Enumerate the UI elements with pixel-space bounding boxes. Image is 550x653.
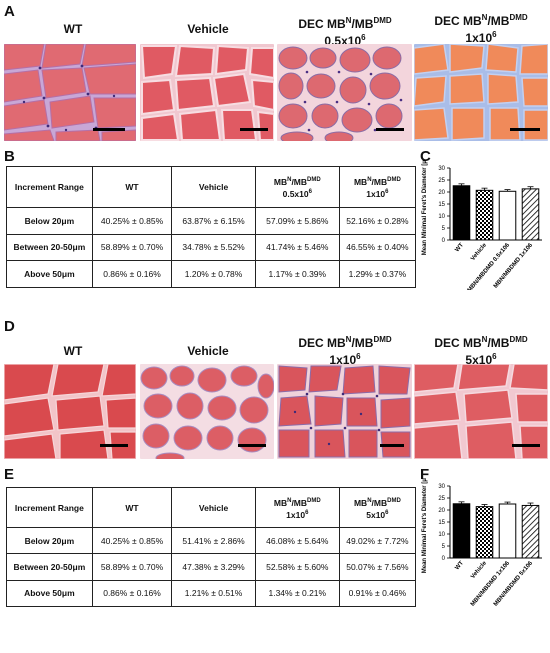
column-title-vehicle: Vehicle <box>187 344 229 358</box>
y-tick-label: 20 <box>438 508 445 514</box>
table-header: MBN/MBDMD 1x106 <box>254 487 340 528</box>
y-tick-label: 10 <box>438 214 445 220</box>
table-row: Below 20μm 40.25% ± 0.85% 51.41% ± 2.86%… <box>6 526 417 555</box>
y-tick-label: 25 <box>438 496 445 502</box>
table-row: Above 50μm 0.86% ± 0.16% 1.21% ± 0.51% 1… <box>6 579 417 608</box>
table-header: MBN/MBDMD 1x106 <box>338 166 417 208</box>
fiber-size-table-b: Increment Range WT Vehicle MBN/MBDMD 0.5… <box>6 166 417 288</box>
x-tick-label: WT <box>454 242 465 253</box>
y-axis-label: Mean Minimal Feret's Diameter [μm] <box>422 478 428 573</box>
table-header: MBN/MBDMD 0.5x106 <box>254 166 340 208</box>
micrograph-dec-1 <box>414 44 548 141</box>
y-tick-label: 15 <box>438 520 445 526</box>
column-title-dec-1: DEC MBN/MBDMD 1x106 <box>434 13 528 45</box>
table-row: Below 20μm 40.25% ± 0.85% 63.87% ± 6.15%… <box>6 207 417 235</box>
micrograph-dec-1 <box>277 364 412 459</box>
y-tick-label: 10 <box>438 532 445 538</box>
bar-chart-f: Mean Minimal Feret's Diameter [μm] 0 5 10 15… <box>422 478 542 608</box>
bar <box>452 185 471 241</box>
table-header: MBN/MBDMD 5x106 <box>338 487 417 528</box>
micrograph-wt <box>4 364 136 459</box>
micrograph-dec-5 <box>414 364 548 459</box>
table-header: WT <box>91 487 173 528</box>
table-header: Vehicle <box>171 487 256 528</box>
scale-bar <box>238 444 266 447</box>
table-row: Above 50μm 0.86% ± 0.16% 1.20% ± 0.78% 1… <box>6 260 417 288</box>
column-title-wt: WT <box>63 344 83 358</box>
bar <box>475 189 494 241</box>
x-tick-label: Vehicle <box>470 242 488 262</box>
bar <box>521 504 540 559</box>
y-tick-label: 0 <box>442 238 446 244</box>
fiber-size-table-e: Increment Range WT Vehicle MBN/MBDMD 1x1… <box>6 487 417 608</box>
table-row: Between 20-50μm 58.89% ± 0.70% 34.78% ± … <box>6 233 417 262</box>
y-tick-label: 15 <box>438 202 445 208</box>
scale-bar <box>380 444 404 447</box>
micrograph-vehicle <box>140 44 274 141</box>
panel-label-f: F <box>420 466 430 483</box>
micrograph-dec-05 <box>277 44 412 141</box>
column-title-vehicle: Vehicle <box>187 22 229 36</box>
panel-label-e: E <box>4 466 15 483</box>
table-header: WT <box>91 166 173 208</box>
y-tick-label: 25 <box>438 178 445 184</box>
bar <box>498 503 517 559</box>
bar-chart-c: Mean Minimal Feret's Diameter [μm] 0 5 10 15… <box>422 160 542 290</box>
column-title-wt: WT <box>63 22 83 36</box>
bar <box>498 190 517 241</box>
column-title-dec-1: DEC MBN/MBDMD 1x106 <box>298 335 392 367</box>
table-row: Between 20-50μm 58.89% ± 0.70% 47.38% ± … <box>6 553 417 581</box>
table-header: Increment Range <box>6 487 93 528</box>
x-tick-label: Vehicle <box>470 560 488 580</box>
scale-bar <box>510 128 540 131</box>
y-tick-label: 30 <box>438 484 445 490</box>
panel-label-b: B <box>4 148 15 165</box>
scale-bar <box>376 128 404 131</box>
panel-label-a: A <box>4 3 15 20</box>
bar <box>521 188 540 241</box>
column-title-dec-05: DEC MBN/MBDMD 0.5x106 <box>298 16 392 48</box>
y-tick-label: 30 <box>438 166 445 172</box>
scale-bar <box>100 444 128 447</box>
table-header: Vehicle <box>171 166 256 208</box>
y-axis-label: Mean Minimal Feret's Diameter [μm] <box>422 160 428 255</box>
micrograph-wt <box>4 44 136 141</box>
panel-label-d: D <box>4 318 15 335</box>
scale-bar <box>512 444 540 447</box>
scale-bar <box>93 128 125 131</box>
micrograph-vehicle <box>140 364 274 459</box>
y-tick-label: 0 <box>442 556 446 562</box>
x-tick-label: MBN/MBDMD 1x106 <box>470 560 511 608</box>
column-title-dec-5: DEC MBN/MBDMD 5x106 <box>434 335 528 367</box>
y-tick-label: 5 <box>442 226 446 232</box>
bar <box>452 503 471 559</box>
x-tick-label: MBN/MBDMD 0.5x106 <box>467 242 512 290</box>
panel-label-c: C <box>420 148 431 165</box>
table-header: Increment Range <box>6 166 93 208</box>
x-tick-label: WT <box>454 560 465 571</box>
x-tick-label: MBN/MBDMD 5x106 <box>493 560 534 608</box>
bar <box>475 506 494 559</box>
y-tick-label: 5 <box>442 544 446 550</box>
scale-bar <box>240 128 268 131</box>
y-tick-label: 20 <box>438 190 445 196</box>
x-tick-label: MBN/MBDMD 1x106 <box>493 242 534 290</box>
